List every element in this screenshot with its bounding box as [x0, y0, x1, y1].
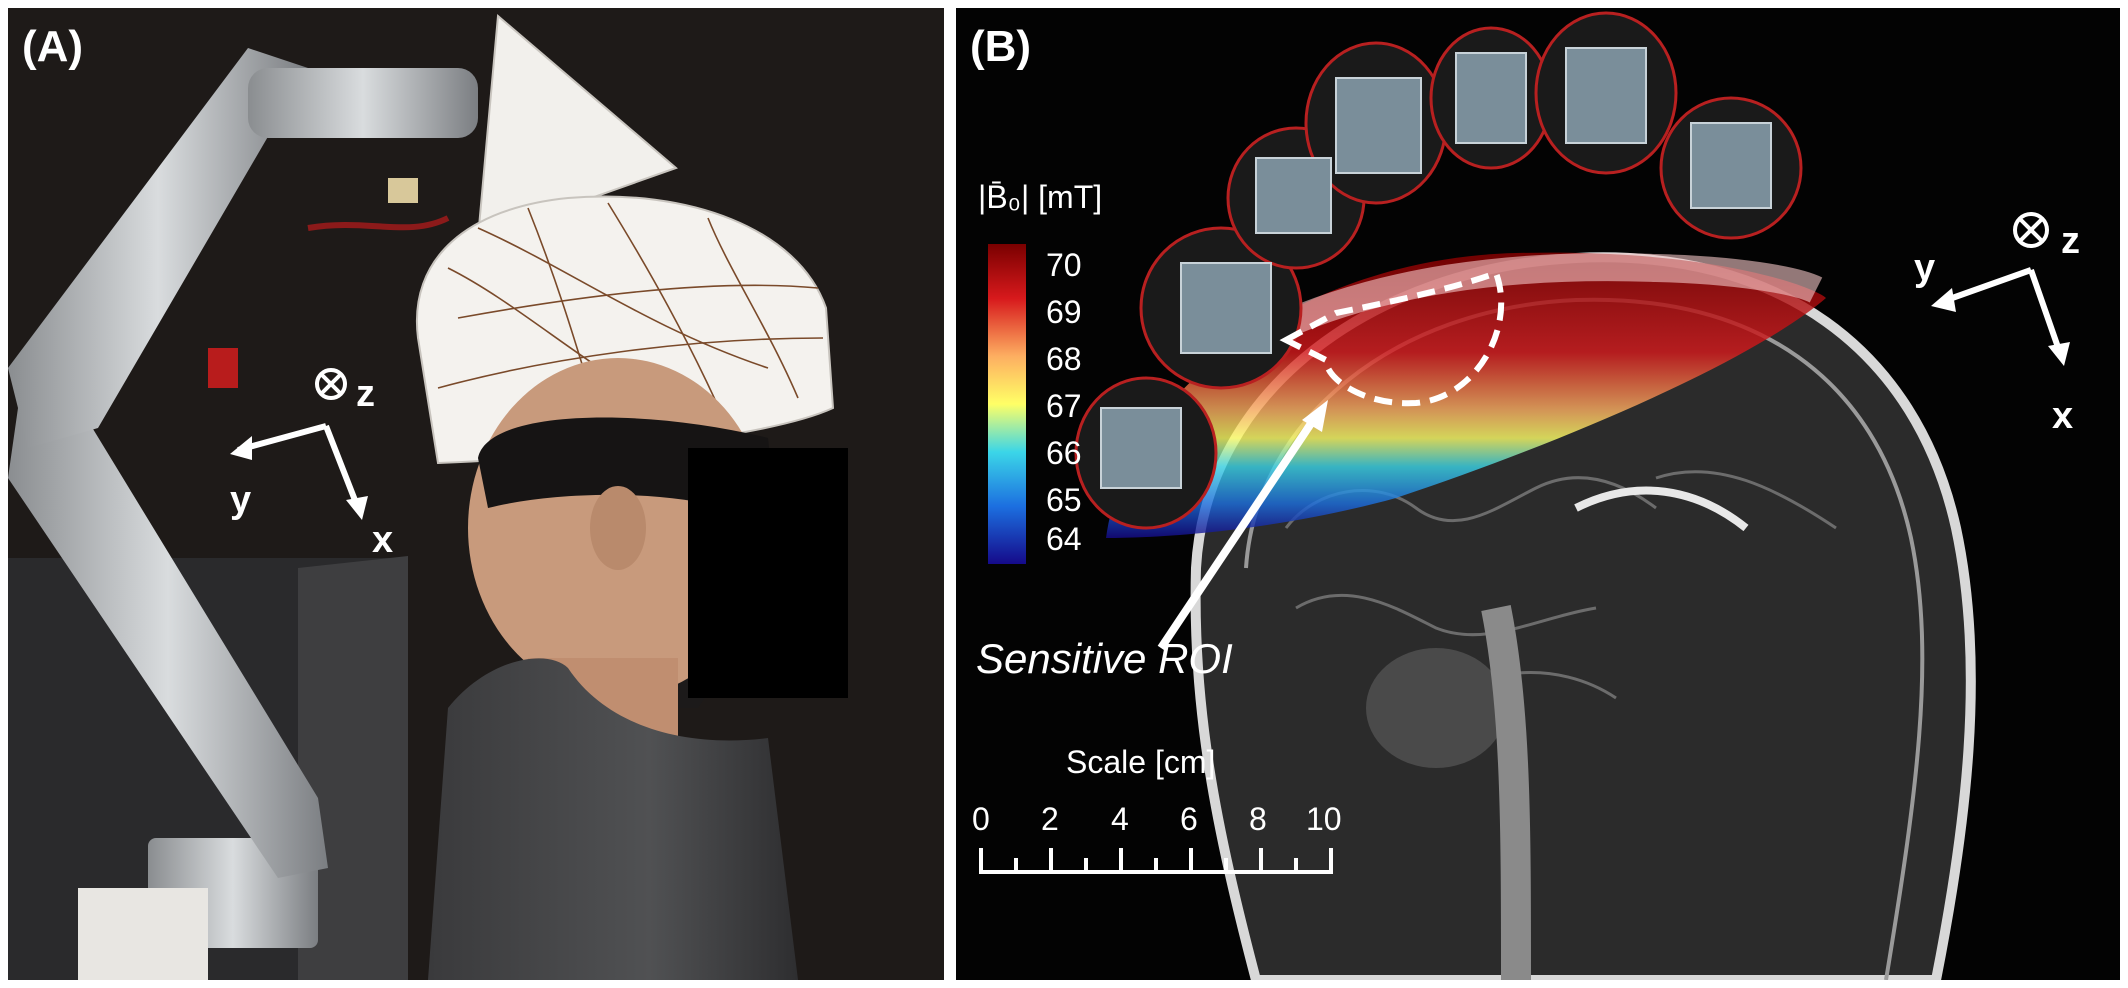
scale-tick-10: 10 — [1306, 801, 1342, 837]
upper-arm — [8, 48, 308, 448]
axes-a — [237, 368, 361, 510]
y-axis-arrow — [237, 423, 327, 453]
x-axis-arrow — [323, 424, 361, 510]
y-label-b: y — [1914, 247, 1935, 289]
colorbar — [988, 244, 1026, 564]
x-arrowhead — [346, 496, 368, 520]
x-label-b: x — [2052, 395, 2073, 437]
colorbar-tick-64: 64 — [1046, 521, 1082, 557]
colorbar-title: |B̄₀| [mT] — [978, 179, 1102, 215]
axes-b — [1939, 212, 2063, 354]
roi-outline — [1279, 269, 1505, 407]
scale-tick-2: 2 — [1041, 801, 1059, 837]
scale-tick-6: 6 — [1180, 801, 1198, 837]
arm-joint — [248, 68, 478, 138]
roi-arrowhead — [1302, 400, 1328, 432]
connector — [388, 178, 418, 203]
ear — [590, 486, 646, 570]
shirt — [428, 658, 798, 980]
magnet-blocks — [1100, 47, 1772, 489]
lower-arm — [8, 388, 328, 878]
panel-a-scene: z y x — [8, 8, 944, 980]
panel-a-photo: z y x (A) — [8, 8, 944, 980]
panel-b-scene: Sensitive ROI |B̄₀| [mT] 70 69 68 67 66 … — [956, 8, 2120, 980]
roi-label: Sensitive ROI — [976, 635, 1233, 682]
corpus-callosum — [1574, 486, 1749, 532]
scale-tick-0: 0 — [972, 801, 990, 837]
cerebellum — [1366, 648, 1506, 768]
y-arrowhead — [230, 436, 252, 460]
scale-tick-8: 8 — [1249, 801, 1267, 837]
z-axis-symbol-b — [2013, 212, 2049, 248]
colorbar-tick-66: 66 — [1046, 435, 1082, 471]
scale-title: Scale [cm] — [1066, 744, 1215, 780]
y-arrowhead-b — [1931, 288, 1956, 312]
colorbar-tick-69: 69 — [1046, 294, 1082, 330]
colorbar-tick-67: 67 — [1046, 388, 1082, 424]
colorbar-tick-70: 70 — [1046, 247, 1082, 283]
red-plug — [208, 348, 238, 388]
colorbar-tick-65: 65 — [1046, 482, 1082, 518]
panel-a-label: (A) — [22, 22, 84, 71]
colorbar-tick-68: 68 — [1046, 341, 1082, 377]
cable — [307, 215, 450, 231]
roi-arrow-line — [1157, 413, 1320, 651]
colorbar-ticks: 70 69 68 67 66 65 64 — [1046, 247, 1082, 557]
white-block — [78, 888, 208, 980]
x-axis-arrow-b — [2028, 269, 2063, 354]
y-label: y — [230, 479, 251, 521]
scalp-band — [1249, 253, 1823, 351]
brainstem — [1481, 605, 1531, 980]
x-label: x — [372, 519, 393, 561]
y-axis-arrow-b — [1939, 267, 2033, 305]
z-axis-symbol — [315, 368, 347, 400]
scale-bar — [979, 848, 1333, 874]
z-label: z — [356, 373, 375, 415]
z-label-b: z — [2061, 220, 2080, 262]
table-frame — [298, 556, 408, 980]
face-redaction — [688, 448, 848, 698]
scale-tick-4: 4 — [1111, 801, 1129, 837]
panel-b-mri: Sensitive ROI |B̄₀| [mT] 70 69 68 67 66 … — [956, 8, 2120, 980]
x-arrowhead-b — [2048, 342, 2070, 366]
panel-b-label: (B) — [970, 22, 1032, 71]
scale-ticks: 0 2 4 6 8 10 — [972, 801, 1342, 837]
